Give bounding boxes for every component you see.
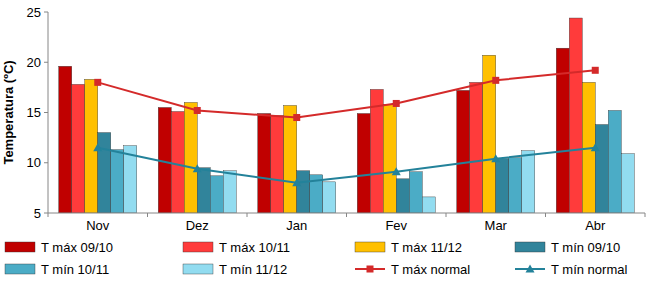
bar: [357, 114, 370, 213]
bar: [284, 105, 297, 213]
x-tick: [247, 213, 248, 217]
marker: [93, 143, 102, 151]
marker: [491, 154, 500, 162]
bar: [98, 133, 111, 213]
bar: [595, 125, 608, 213]
x-tick: [446, 213, 447, 217]
legend-swatch: [515, 242, 545, 252]
x-tick: [147, 213, 148, 217]
y-tick: [44, 62, 48, 63]
marker: [193, 164, 202, 172]
x-tick-label: Dez: [186, 218, 209, 233]
bar: [223, 171, 236, 213]
legend-item: T mín 11/12: [183, 262, 287, 277]
marker: [94, 79, 101, 86]
bar: [59, 66, 72, 213]
legend-label: T mín 11/12: [219, 262, 287, 277]
bar: [111, 150, 124, 213]
legend-item: T máx 09/10: [5, 240, 113, 255]
bar: [383, 104, 396, 213]
bar: [72, 84, 85, 213]
bar: [171, 111, 184, 213]
legend-symbol: [367, 266, 374, 273]
legend-swatch: [355, 242, 385, 252]
legend-marker: [526, 265, 535, 273]
bar: [621, 154, 634, 213]
bar: [210, 176, 223, 213]
chart: 5 10 15 20 25 Temperatura (ºC) Nov Dez Jan Fev Mar…: [0, 0, 651, 287]
legend-swatch: [183, 264, 213, 274]
bar: [470, 82, 483, 213]
marker: [393, 100, 400, 107]
y-tick-label: 15: [27, 105, 41, 120]
y-tick-label: 10: [27, 155, 41, 170]
plot-marks: [59, 18, 635, 213]
bar: [509, 158, 522, 213]
marker: [591, 143, 600, 151]
marker: [492, 77, 499, 84]
bar: [297, 171, 310, 213]
legend-item: T máx 11/12: [355, 240, 462, 255]
line: [98, 70, 596, 117]
x-tick-label: Jan: [286, 218, 307, 233]
y-tick-label: 25: [27, 5, 41, 20]
y-axis-label: Temperatura (ºC): [1, 60, 16, 164]
bar: [323, 182, 336, 213]
bar: [271, 116, 284, 213]
y-tick: [44, 162, 48, 163]
legend-label: T mín 10/11: [41, 262, 109, 277]
legend-label: T máx normal: [391, 262, 470, 277]
y-tick: [44, 112, 48, 113]
bar: [422, 197, 435, 213]
bar: [184, 102, 197, 213]
x-tick: [48, 213, 49, 217]
bar: [522, 151, 535, 213]
bar: [457, 90, 470, 213]
x-tick-label: Fev: [385, 218, 407, 233]
bar: [396, 179, 409, 213]
y-tick: [44, 12, 48, 13]
x-tick: [346, 213, 347, 217]
bar: [608, 110, 621, 213]
legend-symbol: [526, 265, 535, 273]
legend-swatch: [183, 242, 213, 252]
marker: [194, 107, 201, 114]
bar: [496, 159, 509, 213]
legend-item: T mín 10/11: [5, 262, 109, 277]
bar: [258, 114, 271, 213]
legend-item: T máx 10/11: [183, 240, 290, 255]
bar: [409, 172, 422, 213]
bar: [569, 18, 582, 213]
y-tick-label: 20: [27, 55, 41, 70]
legend-marker: [367, 266, 374, 273]
x-tick: [545, 213, 546, 217]
x-tick-label: Abr: [585, 218, 606, 233]
marker: [293, 114, 300, 121]
legend-item: T mín normal: [515, 262, 627, 277]
marker: [292, 178, 301, 186]
marker: [592, 67, 599, 74]
legend-item: T mín 09/10: [515, 240, 620, 255]
x-tick: [645, 213, 646, 217]
legend-swatch: [5, 242, 35, 252]
bar: [85, 79, 98, 213]
bar: [197, 168, 210, 213]
line: [98, 148, 596, 183]
legend-label: T máx 11/12: [391, 240, 462, 255]
x-tick-label: Mar: [485, 218, 508, 233]
legend-item: T máx normal: [355, 262, 470, 277]
legend-label: T máx 10/11: [219, 240, 290, 255]
marker: [392, 167, 401, 175]
x-tick-label: Nov: [86, 218, 110, 233]
legend-label: T mín normal: [551, 262, 627, 277]
bar: [370, 89, 383, 213]
y-tick-label: 5: [34, 206, 41, 221]
legend-label: T máx 09/10: [41, 240, 113, 255]
legend-swatch: [5, 264, 35, 274]
legend-label: T mín 09/10: [551, 240, 620, 255]
y-axis: [48, 12, 49, 213]
y-tick: [44, 213, 48, 214]
